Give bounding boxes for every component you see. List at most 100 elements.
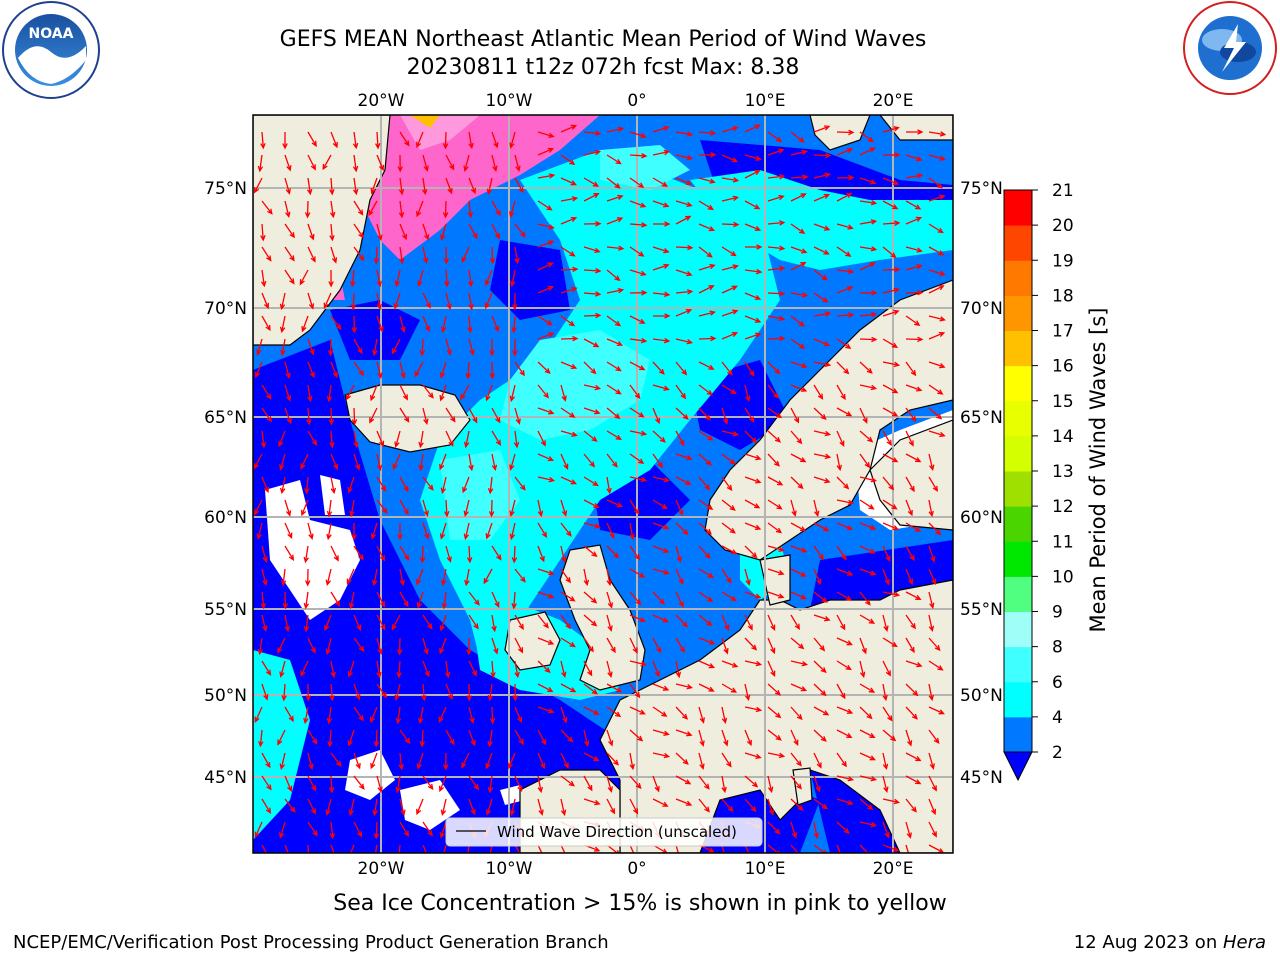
- wave-direction-arrow: [629, 775, 642, 790]
- wave-direction-arrow: [284, 614, 290, 633]
- wave-direction-arrow: [652, 291, 671, 298]
- wave-direction-arrow: [376, 269, 383, 288]
- wave-direction-arrow: [441, 591, 448, 610]
- wave-direction-arrow: [790, 223, 806, 235]
- wave-direction-arrow: [606, 752, 620, 766]
- wave-direction-arrow: [583, 177, 600, 187]
- wave-direction-arrow: [744, 124, 761, 133]
- wave-direction-arrow: [284, 407, 292, 425]
- wave-direction-arrow: [813, 499, 820, 518]
- wave-direction-arrow: [422, 637, 429, 655]
- wave-direction-arrow: [721, 683, 738, 693]
- wave-direction-arrow: [376, 154, 385, 172]
- wave-direction-arrow: [443, 246, 449, 265]
- wave-direction-arrow: [606, 545, 620, 559]
- wave-direction-arrow: [260, 269, 267, 288]
- colorbar-tick-label: 17: [1052, 322, 1074, 342]
- wave-direction-arrow: [349, 269, 356, 288]
- wave-direction-arrow: [698, 200, 714, 211]
- wave-direction-arrow: [445, 292, 452, 310]
- wave-direction-arrow: [279, 752, 286, 771]
- wave-direction-arrow: [629, 131, 647, 139]
- wave-direction-arrow: [438, 706, 447, 723]
- wave-direction-arrow: [928, 614, 935, 633]
- wave-direction-arrow: [560, 752, 569, 769]
- wave-direction-arrow: [675, 545, 682, 563]
- wave-direction-arrow: [468, 131, 474, 150]
- wave-direction-arrow: [349, 499, 355, 518]
- wave-direction-arrow: [698, 430, 714, 441]
- wave-direction-arrow: [376, 223, 383, 241]
- wave-direction-arrow: [261, 568, 268, 586]
- wave-direction-arrow: [537, 430, 546, 447]
- map-legend: Wind Wave Direction (unscaled): [445, 817, 763, 847]
- wave-direction-arrow: [352, 177, 359, 196]
- wave-direction-arrow: [491, 545, 502, 561]
- wave-direction-arrow: [905, 384, 923, 392]
- wave-direction-arrow: [698, 407, 711, 421]
- wave-direction-arrow: [928, 499, 934, 518]
- wave-direction-arrow: [369, 706, 378, 724]
- wave-direction-arrow: [485, 798, 493, 816]
- wave-direction-arrow: [698, 152, 717, 158]
- wave-direction-arrow: [307, 338, 315, 356]
- wave-direction-arrow: [303, 706, 309, 725]
- wave-direction-arrow: [790, 193, 807, 202]
- lat-tick-left: 60°N: [204, 508, 247, 528]
- wave-direction-arrow: [905, 361, 917, 377]
- wave-direction-arrow: [813, 361, 832, 368]
- wave-direction-arrow: [514, 637, 524, 654]
- wave-direction-arrow: [583, 221, 602, 227]
- wave-direction-arrow: [744, 200, 761, 210]
- wave-direction-arrow: [537, 315, 553, 326]
- wave-direction-arrow: [652, 263, 670, 271]
- wave-direction-arrow: [261, 844, 268, 853]
- wave-direction-arrow: [468, 292, 474, 311]
- wave-direction-arrow: [698, 706, 705, 724]
- wave-direction-arrow: [422, 154, 429, 172]
- wave-direction-arrow: [330, 453, 339, 471]
- wave-direction-arrow: [744, 499, 761, 509]
- wave-direction-arrow: [399, 499, 409, 516]
- wave-direction-arrow: [537, 147, 555, 156]
- wave-direction-arrow: [905, 315, 921, 326]
- wave-direction-arrow: [721, 798, 734, 813]
- wave-direction-arrow: [859, 219, 878, 225]
- wave-direction-arrow: [583, 361, 597, 375]
- wave-direction-arrow: [307, 223, 315, 241]
- wave-direction-arrow: [744, 476, 762, 484]
- wave-direction-arrow: [303, 591, 310, 610]
- wave-direction-arrow: [560, 407, 576, 418]
- wave-direction-arrow: [859, 522, 877, 530]
- wave-direction-arrow: [675, 269, 693, 277]
- wave-direction-arrow: [347, 660, 355, 678]
- wave-direction-arrow: [836, 384, 846, 401]
- wave-direction-arrow: [307, 246, 316, 263]
- wave-direction-arrow: [813, 660, 827, 674]
- wave-direction-arrow: [376, 660, 382, 679]
- wave-direction-arrow: [261, 200, 273, 215]
- wave-direction-arrow: [629, 269, 647, 277]
- wave-direction-arrow: [882, 660, 891, 677]
- wave-direction-arrow: [606, 476, 612, 495]
- wave-direction-arrow: [353, 430, 359, 449]
- wave-direction-arrow: [675, 215, 692, 225]
- wave-direction-arrow: [442, 131, 449, 150]
- wave-direction-arrow: [491, 131, 499, 149]
- wave-direction-arrow: [511, 545, 518, 564]
- footer-credit: NCEP/EMC/Verification Post Processing Pr…: [13, 932, 609, 953]
- wave-direction-arrow: [790, 430, 803, 445]
- wave-direction-arrow: [537, 660, 551, 674]
- wave-direction-arrow: [537, 522, 548, 538]
- wave-direction-arrow: [744, 407, 755, 423]
- wave-direction-arrow: [445, 545, 452, 563]
- wave-direction-arrow: [491, 637, 499, 655]
- wave-direction-arrow: [345, 384, 355, 401]
- wave-direction-arrow: [767, 568, 785, 576]
- wave-direction-arrow: [721, 221, 740, 228]
- wave-direction-arrow: [859, 545, 876, 554]
- wave-direction-arrow: [698, 384, 714, 396]
- wave-direction-arrow: [443, 752, 449, 771]
- footer-machine: Hera: [1222, 932, 1266, 953]
- wave-direction-arrow: [905, 729, 913, 747]
